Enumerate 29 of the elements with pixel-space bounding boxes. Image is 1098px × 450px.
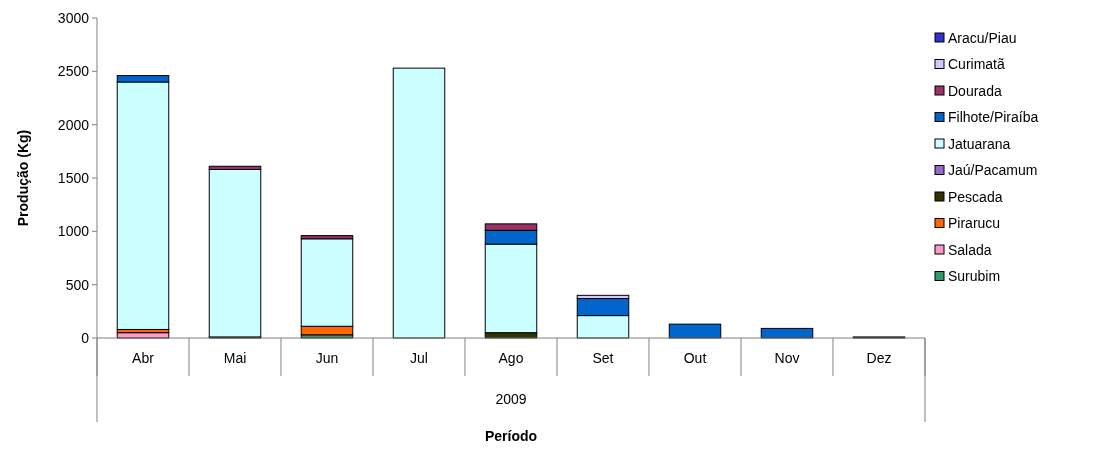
legend-label: Pirarucu	[948, 215, 1001, 232]
x-tick-label: Out	[683, 350, 707, 366]
y-tick-label: 1500	[57, 169, 90, 186]
legend-label: Aracu/Piau	[948, 29, 1017, 46]
y-axis-title: Produção (Kg)	[15, 129, 31, 227]
legend-label: Curimatã	[948, 56, 1006, 73]
legend-label: Surubim	[948, 268, 1001, 285]
legend-label: Jatuarana	[948, 135, 1011, 152]
y-tick-label: 2500	[57, 63, 90, 80]
legend-label: Jaú/Pacamum	[948, 162, 1038, 179]
x-tick-label: Ago	[498, 350, 524, 366]
text: 2009	[495, 391, 527, 407]
y-tick-label: 2000	[57, 116, 90, 133]
y-tick-label: 3000	[57, 9, 90, 26]
x-tick-label: Jun	[315, 350, 339, 366]
y-tick-label: 1000	[57, 223, 90, 240]
y-tick-label: 500	[65, 276, 90, 293]
y-tick-label: 0	[81, 329, 90, 346]
x-tick-label: Mai	[223, 350, 247, 366]
x-tick-label: Set	[592, 350, 614, 366]
x-tick-label: Abr	[132, 350, 155, 366]
x-tick-label: Nov	[774, 350, 800, 366]
legend-label: Salada	[948, 241, 992, 258]
x-axis-title: Período	[484, 428, 538, 444]
legend-label: Pescada	[948, 188, 1003, 205]
legend-label: Filhote/Piraíba	[948, 109, 1039, 126]
x-tick-label: Jul	[410, 350, 428, 366]
legend-label: Dourada	[948, 82, 1002, 99]
x-tick-label: Dez	[866, 350, 892, 366]
